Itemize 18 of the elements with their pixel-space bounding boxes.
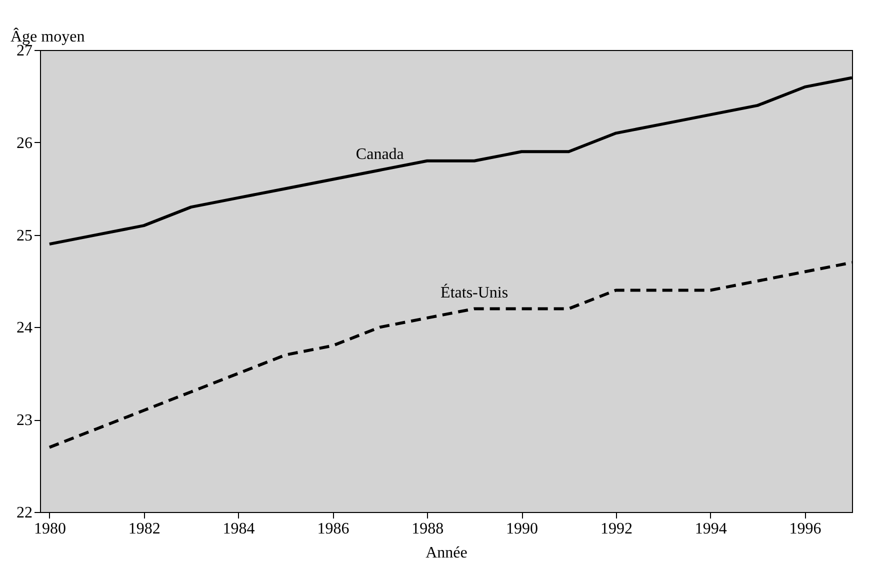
y-tick-label: 23 (16, 412, 32, 430)
y-tick-label: 25 (16, 227, 32, 244)
x-tick-label: 1984 (222, 520, 255, 538)
x-tick-label: 1994 (694, 520, 727, 538)
x-tick-label: 1992 (600, 520, 632, 538)
x-tick-label: 1982 (128, 520, 160, 538)
y-tick-label: 24 (16, 320, 32, 337)
x-tick-label: 1990 (506, 520, 538, 538)
x-axis-title: Année (426, 544, 468, 562)
series-label: Canada (356, 146, 404, 164)
x-tick-label: 1986 (317, 520, 350, 538)
x-tick-label: 1988 (412, 520, 444, 538)
y-tick-label: 26 (16, 134, 32, 152)
y-tick-label: 22 (16, 504, 32, 522)
series-label: États-Unis (440, 284, 508, 302)
x-tick-label: 1996 (789, 520, 822, 538)
x-tick-label: 1980 (34, 520, 66, 538)
y-axis-title: Âge moyen (10, 28, 85, 46)
